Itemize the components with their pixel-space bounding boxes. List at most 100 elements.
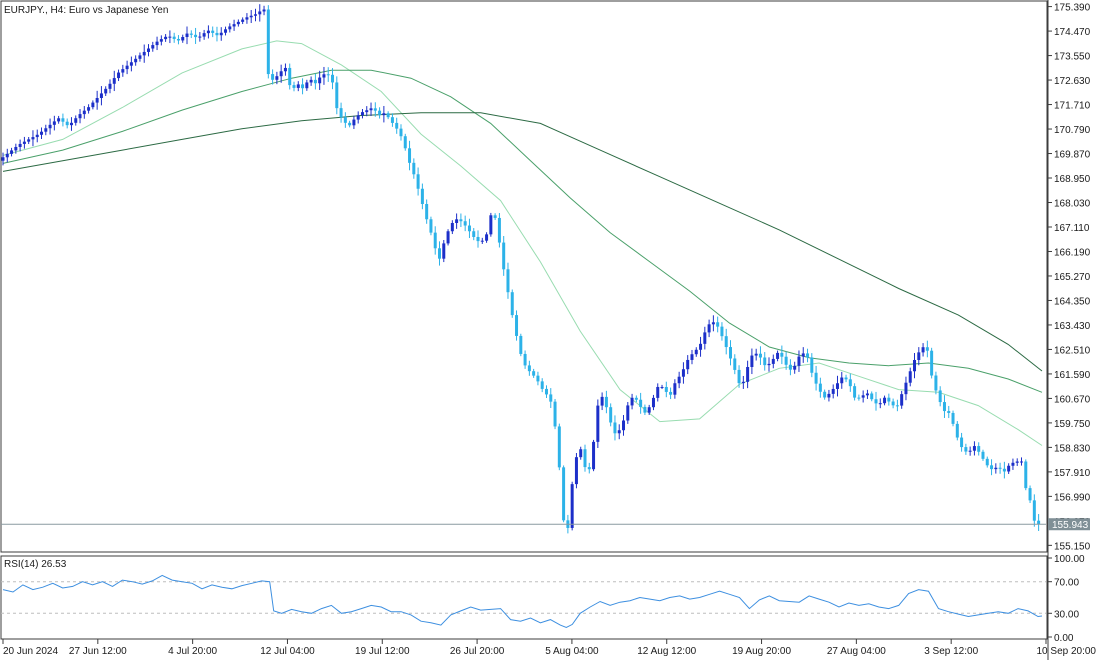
- candle-body: [677, 376, 681, 384]
- candle-body: [497, 217, 501, 243]
- candle-body: [998, 467, 1002, 469]
- candle-body: [857, 397, 861, 399]
- candle-body: [930, 350, 934, 376]
- candle-body: [65, 121, 69, 126]
- candle-body: [258, 11, 262, 15]
- candle-body: [600, 396, 604, 406]
- candle-body: [938, 390, 942, 403]
- candle-body: [630, 397, 634, 406]
- candle-body: [758, 353, 762, 358]
- price-tick-label: 166.190: [1054, 247, 1091, 258]
- price-tick-label: 171.710: [1054, 101, 1091, 112]
- candle-body: [44, 128, 48, 132]
- symbol-description: Euro vs Japanese Yen: [69, 5, 169, 16]
- candle-body: [313, 79, 317, 84]
- time-tick-label: 3 Sep 12:00: [924, 646, 978, 657]
- candle-body: [172, 36, 176, 39]
- candle-body: [301, 84, 305, 89]
- candle-body: [848, 379, 852, 387]
- candle-body: [472, 231, 476, 237]
- candle-body: [985, 458, 989, 466]
- candle-body: [917, 352, 921, 360]
- price-tick-label: 155.150: [1054, 541, 1091, 552]
- candle-body: [724, 336, 728, 348]
- candle-body: [613, 422, 617, 434]
- candle-body: [245, 17, 249, 20]
- candle-body: [707, 324, 711, 333]
- candle-body: [861, 395, 865, 398]
- candle-body: [626, 405, 630, 421]
- candle-body: [557, 426, 561, 468]
- candle-body: [35, 134, 39, 138]
- price-axis: 175.390 174.470 173.550 172.630 171.710 170.7…: [1047, 0, 1091, 660]
- candle-body: [168, 36, 172, 38]
- price-tick-label: 168.950: [1054, 174, 1091, 185]
- candle-body: [236, 21, 240, 25]
- price-tick-label: 159.750: [1054, 419, 1091, 430]
- candle-body: [810, 357, 814, 373]
- candle-body: [288, 67, 292, 86]
- time-tick-label: 19 Jul 12:00: [355, 646, 410, 657]
- candle-body: [446, 231, 450, 244]
- candle-body: [365, 110, 369, 113]
- candle-body: [283, 67, 287, 72]
- candle-body: [532, 371, 536, 376]
- price-pane[interactable]: EURJPY., H4: Euro vs Japanese Yen: [0, 0, 1048, 553]
- time-tick-label: 12 Jul 04:00: [260, 646, 315, 657]
- candle-body: [262, 9, 266, 12]
- price-tick-label: 165.270: [1054, 272, 1091, 283]
- candle-body: [249, 15, 253, 18]
- price-tick-label: 162.510: [1054, 345, 1091, 356]
- candle-body: [31, 137, 35, 140]
- candle-body: [853, 386, 857, 398]
- header-colon: :: [63, 5, 69, 16]
- candle-body: [904, 382, 908, 395]
- candle-body: [887, 397, 891, 402]
- rsi-header: RSI(14) 26.53: [4, 559, 67, 570]
- candle-body: [232, 24, 236, 27]
- time-tick-label: 5 Aug 04:00: [545, 646, 599, 657]
- candle-body: [275, 76, 279, 80]
- price-tick-label: 175.390: [1054, 3, 1091, 14]
- candle-body: [215, 32, 219, 36]
- candle-body: [643, 406, 647, 413]
- price-tick-label: 158.830: [1054, 443, 1091, 454]
- candle-body: [429, 219, 433, 233]
- candle-body: [14, 146, 18, 151]
- candle-body: [746, 367, 750, 382]
- candle-body: [1007, 465, 1011, 472]
- candle-body: [181, 37, 185, 41]
- candle-body: [360, 112, 364, 116]
- candle-body: [1037, 520, 1041, 525]
- candle-body: [596, 405, 600, 442]
- candle-body: [189, 33, 193, 35]
- candle-body: [356, 115, 360, 120]
- time-tick-label: 26 Jul 20:00: [450, 646, 505, 657]
- price-tick-label: 157.910: [1054, 468, 1091, 479]
- candle-body: [544, 388, 548, 395]
- candle-body: [737, 369, 741, 384]
- candle-body: [279, 71, 283, 77]
- candle-body: [241, 19, 245, 22]
- candle-body: [823, 391, 827, 398]
- rsi-pane[interactable]: RSI(14) 26.53: [0, 555, 1048, 640]
- candle-body: [549, 394, 553, 402]
- candle-body: [125, 65, 129, 70]
- candle-body: [155, 41, 159, 46]
- candle-body: [1019, 461, 1023, 463]
- candle-body: [784, 356, 788, 365]
- candle-body: [583, 449, 587, 468]
- candle-body: [579, 449, 583, 458]
- price-tick-label: 156.990: [1054, 492, 1091, 503]
- candle-body: [339, 108, 343, 118]
- candle-body: [416, 174, 420, 189]
- rsi-tick-label: 70.00: [1054, 578, 1079, 589]
- candle-body: [622, 420, 626, 431]
- candle-body: [117, 72, 121, 79]
- time-tick-label: 10 Sep 20:00: [1037, 646, 1097, 657]
- candle-body: [194, 34, 198, 38]
- candle-body: [74, 118, 78, 123]
- candle-body: [331, 74, 335, 83]
- candle-body: [844, 377, 848, 380]
